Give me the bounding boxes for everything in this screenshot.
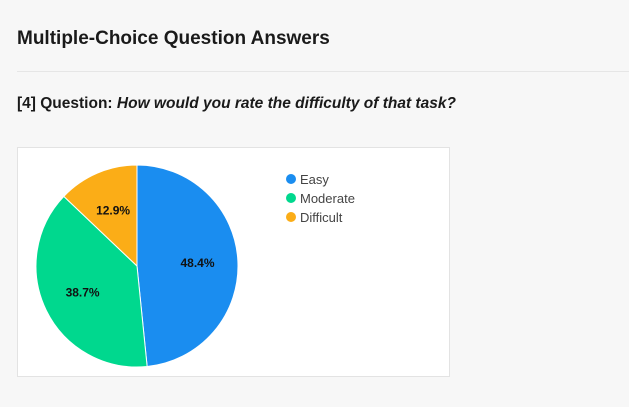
question-prefix: [4] Question: (17, 95, 113, 112)
legend-swatch-easy (286, 174, 296, 184)
chart-card: 48.4% 38.7% 12.9% Easy Moderate Difficult (17, 147, 450, 377)
pie-slices (35, 164, 239, 368)
pie-chart: 48.4% 38.7% 12.9% Easy Moderate Difficult (35, 164, 355, 368)
pie-labels: 48.4% 38.7% 12.9% (66, 203, 215, 299)
legend-swatch-difficult (286, 212, 296, 222)
legend-swatch-moderate (286, 193, 296, 203)
legend-label-difficult: Difficult (300, 210, 343, 225)
question-heading: [4] Question: How would you rate the dif… (17, 93, 457, 115)
question-text: How would you rate the difficulty of tha… (116, 95, 456, 112)
legend-item-difficult[interactable]: Difficult (286, 210, 343, 225)
chart-legend: Easy Moderate Difficult (286, 172, 355, 225)
pie-slice-moderate[interactable] (35, 195, 148, 368)
slice-label-difficult: 12.9% (96, 203, 130, 217)
slice-label-easy: 48.4% (181, 256, 215, 270)
legend-label-moderate: Moderate (300, 191, 355, 206)
pie-slice-easy[interactable] (136, 164, 239, 368)
slice-label-moderate: 38.7% (66, 286, 100, 300)
legend-item-moderate[interactable]: Moderate (286, 191, 355, 206)
pie-slice-difficult[interactable] (63, 164, 138, 268)
page-title: Multiple-Choice Question Answers (17, 28, 330, 49)
legend-label-easy: Easy (300, 172, 329, 187)
legend-item-easy[interactable]: Easy (286, 172, 329, 187)
divider (17, 71, 629, 72)
